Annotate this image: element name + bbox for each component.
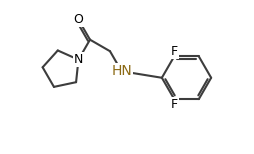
Text: O: O (73, 13, 83, 26)
Text: N: N (73, 53, 83, 66)
Text: F: F (170, 98, 177, 111)
Text: F: F (170, 45, 177, 58)
Text: HN: HN (111, 64, 131, 78)
